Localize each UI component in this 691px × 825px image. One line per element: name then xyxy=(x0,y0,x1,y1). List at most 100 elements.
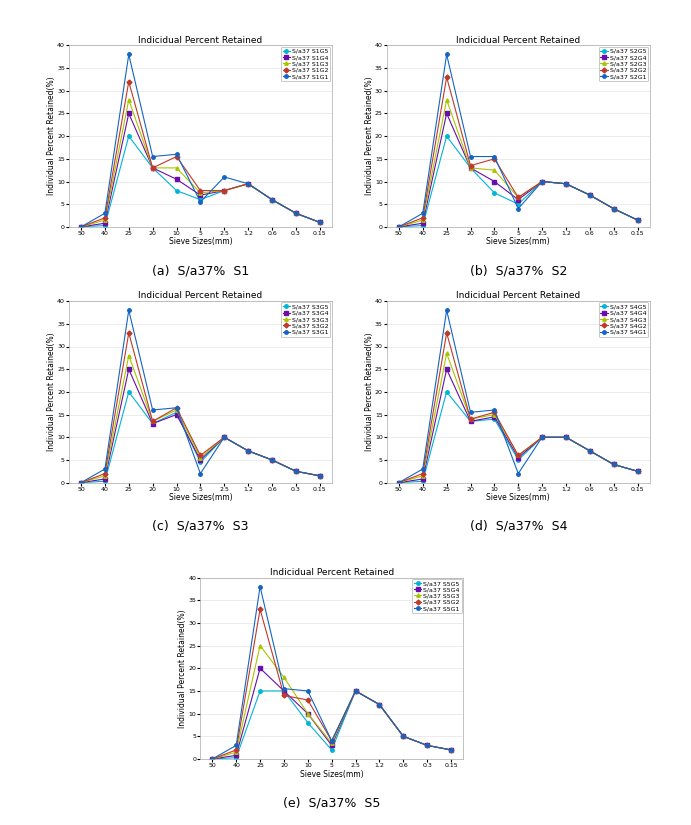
S/a37 S1G2 xyxy=(268,195,276,205)
S/a37 S3G2 xyxy=(244,446,252,455)
S/a37 S5G3 xyxy=(375,700,384,710)
S/a37 S2G3 xyxy=(490,165,498,175)
S/a37 S5G5 xyxy=(208,754,216,764)
S/a37 S1G1 xyxy=(172,149,180,159)
Line: S/a37 S2G5: S/a37 S2G5 xyxy=(397,134,639,229)
S/a37 S5G1 xyxy=(423,741,431,751)
Text: (b)  S/a37%  S2: (b) S/a37% S2 xyxy=(470,264,567,277)
S/a37 S5G1 xyxy=(232,741,240,751)
S/a37 S2G4 xyxy=(490,177,498,186)
S/a37 S4G4 xyxy=(562,432,570,442)
S/a37 S3G5 xyxy=(220,432,229,442)
S/a37 S4G3 xyxy=(395,478,403,488)
S/a37 S5G4 xyxy=(447,745,455,755)
S/a37 S3G3 xyxy=(316,471,324,481)
S/a37 S1G2 xyxy=(220,186,229,196)
S/a37 S1G2 xyxy=(149,163,157,173)
Legend: S/a37 S1G5, S/a37 S1G4, S/a37 S1G3, S/a37 S1G2, S/a37 S1G1: S/a37 S1G5, S/a37 S1G4, S/a37 S1G3, S/a3… xyxy=(281,47,330,81)
S/a37 S1G2 xyxy=(316,217,324,227)
S/a37 S2G3 xyxy=(395,222,403,232)
S/a37 S3G4 xyxy=(149,419,157,429)
S/a37 S3G1 xyxy=(101,464,109,474)
S/a37 S4G3 xyxy=(538,432,547,442)
S/a37 S5G2 xyxy=(352,686,360,696)
S/a37 S4G4 xyxy=(395,478,403,488)
S/a37 S3G5 xyxy=(149,419,157,429)
S/a37 S2G2 xyxy=(419,213,427,223)
S/a37 S1G5 xyxy=(196,195,205,205)
S/a37 S2G4 xyxy=(514,195,522,205)
S/a37 S1G3 xyxy=(268,195,276,205)
S/a37 S5G2 xyxy=(232,745,240,755)
Title: Indicidual Percent Retained: Indicidual Percent Retained xyxy=(138,291,263,300)
S/a37 S3G2 xyxy=(292,466,300,476)
X-axis label: Sieve Sizes(mm): Sieve Sizes(mm) xyxy=(169,493,232,502)
S/a37 S2G4 xyxy=(609,204,618,214)
S/a37 S4G2 xyxy=(609,460,618,469)
Legend: S/a37 S3G5, S/a37 S3G4, S/a37 S3G3, S/a37 S3G2, S/a37 S3G1: S/a37 S3G5, S/a37 S3G4, S/a37 S3G3, S/a3… xyxy=(281,303,330,337)
S/a37 S2G2 xyxy=(514,192,522,202)
S/a37 S3G1 xyxy=(172,403,180,412)
S/a37 S4G3 xyxy=(514,450,522,460)
S/a37 S2G1 xyxy=(490,152,498,162)
S/a37 S1G2 xyxy=(244,179,252,189)
Title: Indicidual Percent Retained: Indicidual Percent Retained xyxy=(456,35,580,45)
S/a37 S4G2 xyxy=(395,478,403,488)
S/a37 S1G1 xyxy=(244,179,252,189)
S/a37 S5G1 xyxy=(328,736,336,746)
S/a37 S1G4 xyxy=(124,108,133,118)
S/a37 S4G5 xyxy=(586,446,594,455)
Line: S/a37 S4G4: S/a37 S4G4 xyxy=(397,367,639,484)
S/a37 S2G5 xyxy=(490,188,498,198)
S/a37 S4G1 xyxy=(514,469,522,478)
Line: S/a37 S2G2: S/a37 S2G2 xyxy=(397,75,639,229)
S/a37 S5G2 xyxy=(256,604,264,614)
S/a37 S4G4 xyxy=(634,466,642,476)
S/a37 S1G5 xyxy=(149,163,157,173)
S/a37 S4G4 xyxy=(442,365,451,375)
S/a37 S1G5 xyxy=(316,217,324,227)
S/a37 S3G2 xyxy=(220,432,229,442)
S/a37 S3G3 xyxy=(268,455,276,465)
S/a37 S5G1 xyxy=(447,745,455,755)
S/a37 S2G5 xyxy=(442,131,451,141)
S/a37 S1G5 xyxy=(292,209,300,219)
S/a37 S5G4 xyxy=(352,686,360,696)
S/a37 S1G4 xyxy=(172,174,180,184)
S/a37 S5G3 xyxy=(328,738,336,748)
S/a37 S4G1 xyxy=(395,478,403,488)
S/a37 S4G5 xyxy=(395,478,403,488)
S/a37 S5G1 xyxy=(256,582,264,592)
S/a37 S2G5 xyxy=(514,200,522,210)
S/a37 S4G1 xyxy=(538,432,547,442)
S/a37 S1G1 xyxy=(149,152,157,162)
S/a37 S4G1 xyxy=(466,408,475,417)
Legend: S/a37 S5G5, S/a37 S5G4, S/a37 S5G3, S/a37 S5G2, S/a37 S5G1: S/a37 S5G5, S/a37 S5G4, S/a37 S5G3, S/a3… xyxy=(412,579,462,613)
S/a37 S3G1 xyxy=(316,471,324,481)
S/a37 S4G4 xyxy=(466,417,475,427)
S/a37 S1G4 xyxy=(292,209,300,219)
S/a37 S1G5 xyxy=(77,222,85,232)
S/a37 S4G1 xyxy=(490,405,498,415)
S/a37 S4G4 xyxy=(490,412,498,422)
S/a37 S2G2 xyxy=(634,215,642,225)
S/a37 S1G3 xyxy=(101,215,109,225)
S/a37 S3G2 xyxy=(124,328,133,338)
S/a37 S3G2 xyxy=(172,403,180,412)
S/a37 S5G5 xyxy=(232,752,240,762)
S/a37 S2G5 xyxy=(395,222,403,232)
S/a37 S4G5 xyxy=(609,460,618,469)
S/a37 S2G3 xyxy=(609,204,618,214)
S/a37 S3G3 xyxy=(124,351,133,361)
S/a37 S2G2 xyxy=(586,190,594,200)
S/a37 S2G1 xyxy=(586,190,594,200)
S/a37 S4G5 xyxy=(466,417,475,427)
S/a37 S1G1 xyxy=(316,217,324,227)
S/a37 S1G5 xyxy=(172,186,180,196)
S/a37 S1G3 xyxy=(244,179,252,189)
S/a37 S5G2 xyxy=(399,731,408,741)
S/a37 S4G5 xyxy=(514,455,522,465)
S/a37 S2G3 xyxy=(562,179,570,189)
S/a37 S3G1 xyxy=(268,455,276,465)
S/a37 S4G2 xyxy=(442,328,451,338)
